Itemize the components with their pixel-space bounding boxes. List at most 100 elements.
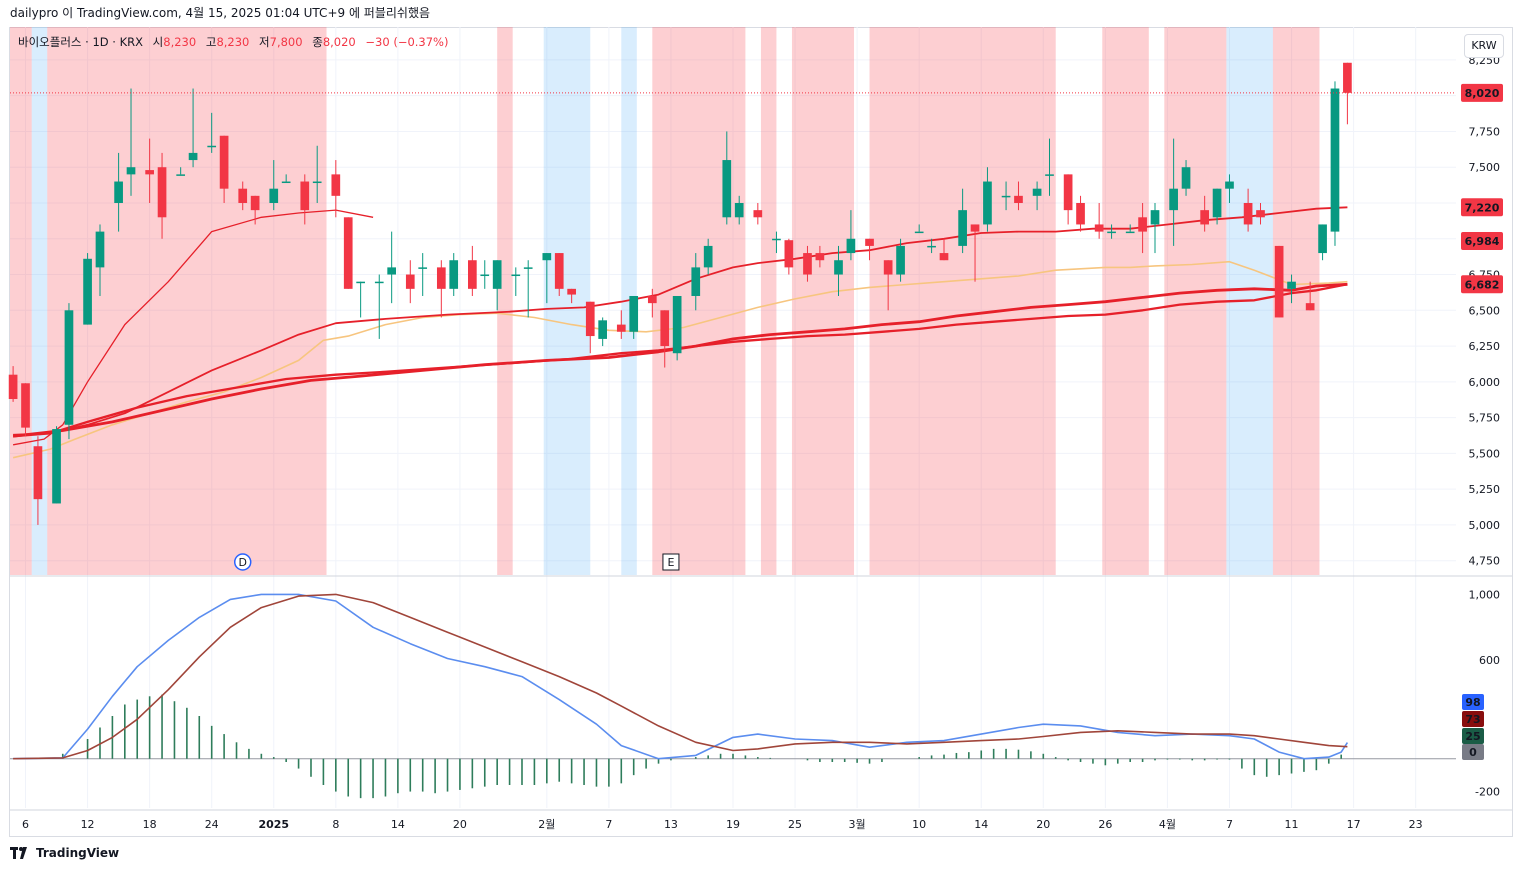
price-labels: 8,020 7,220 6,984 6,682 (1461, 83, 1503, 294)
macd-value-box (1462, 728, 1484, 744)
ma-orange-line (12, 260, 1348, 459)
price-tick-label: 5,250 (1469, 483, 1501, 496)
candle-body (703, 245, 713, 268)
tradingview-logo-icon (10, 847, 27, 859)
dividend-marker-label: D (238, 556, 246, 569)
time-tick-label: 14 (974, 818, 988, 831)
candle-body (492, 260, 502, 289)
candle-body (585, 301, 595, 337)
candle-body (983, 181, 992, 225)
macd-line (13, 593, 1349, 760)
candle-body (480, 274, 490, 277)
macd-value-box (1462, 694, 1484, 710)
time-tick-label: 2월 (538, 818, 555, 831)
candle-body (126, 167, 136, 175)
candle-body (238, 188, 248, 203)
candle-body (883, 260, 893, 275)
candle-body (64, 310, 74, 425)
time-tick-label: 8 (332, 818, 339, 831)
signal-band (10, 27, 32, 575)
candle-layer (8, 62, 1352, 525)
macd-tick-label: -200 (1475, 786, 1500, 799)
currency-button[interactable]: KRW (1464, 34, 1504, 58)
time-tick-label: 26 (1098, 818, 1112, 831)
price-label-box (1461, 275, 1503, 294)
candle-body (803, 253, 812, 275)
candle-body (1169, 188, 1178, 211)
high-label: 고 (205, 35, 217, 49)
low-value: 7,800 (269, 35, 303, 49)
signal-line (13, 593, 1348, 760)
candle-body (33, 446, 43, 500)
candle-body (300, 181, 310, 211)
time-tick-label: 12 (81, 818, 95, 831)
candle-body (157, 167, 167, 218)
candle-body (176, 174, 186, 176)
candle-body (343, 217, 353, 289)
time-tick-label: 3월 (849, 818, 866, 831)
change-value: −30 (−0.37%) (365, 35, 449, 49)
macd-tick-label: 1,000 (1469, 588, 1501, 601)
symbol-legend[interactable]: 바이오플러스 · 1D · KRX 시8,230 고8,230 저7,800 종… (18, 34, 448, 50)
candle-body (52, 429, 61, 504)
price-label-box (1461, 83, 1503, 102)
candle-body (1274, 245, 1284, 318)
high-value: 8,230 (216, 35, 250, 49)
candle-body (834, 260, 843, 275)
candle-body (188, 152, 198, 161)
candle-body (374, 281, 384, 284)
time-tick-label: 2025 (258, 818, 289, 831)
candle-body (939, 253, 949, 261)
signal-band (869, 27, 1056, 575)
macd-value-text: 98 (1465, 696, 1480, 709)
candle-body (734, 202, 744, 218)
time-tick-label: 17 (1347, 818, 1361, 831)
candle-body (1225, 181, 1234, 189)
footer-brand[interactable]: TradingView (10, 846, 119, 860)
candle-body (554, 253, 564, 289)
macd-tick-label: 600 (1479, 654, 1500, 667)
macd-pane (10, 593, 1456, 799)
ma-line-4 (12, 282, 1348, 438)
candle-body (1001, 195, 1011, 198)
candle-body (598, 320, 608, 339)
candle-body (1014, 195, 1023, 203)
macd-value-box (1462, 744, 1484, 760)
time-tick-label: 4월 (1159, 818, 1176, 831)
candle-body (145, 170, 154, 175)
candle-body (542, 253, 552, 261)
price-tick-label: 5,750 (1469, 412, 1501, 425)
candle-body (1256, 210, 1265, 218)
candle-body (1094, 224, 1104, 232)
price-label-text: 7,220 (1465, 201, 1500, 214)
price-label-text: 6,682 (1465, 278, 1500, 291)
candle-body (914, 231, 924, 234)
candle-body (784, 240, 794, 268)
candle-body (815, 253, 825, 261)
signal-band (497, 27, 513, 575)
candle-body (207, 145, 217, 148)
macd-axis: -200 600 1,000 98 73 25 0 (1462, 588, 1501, 799)
price-label-text: 8,020 (1465, 87, 1500, 100)
macd-value-text: 0 (1469, 746, 1477, 759)
price-tick-label: 6,000 (1469, 376, 1501, 389)
candle-body (114, 181, 123, 203)
candle-body (468, 260, 477, 289)
candle-body (772, 238, 781, 241)
time-tick-label: 6 (22, 818, 29, 831)
close-label: 종 (312, 35, 323, 49)
candle-body (672, 295, 682, 354)
candle-body (1076, 202, 1085, 225)
signal-band (791, 27, 855, 575)
price-label-box (1461, 232, 1503, 251)
candle-body (722, 160, 732, 218)
candle-body (660, 310, 670, 347)
candle-body (250, 195, 260, 211)
low-label: 저 (259, 35, 270, 49)
candle-body (647, 295, 657, 304)
candle-body (356, 281, 365, 284)
candle-body (1200, 210, 1210, 225)
candle-body (865, 238, 874, 246)
time-tick-label: 14 (391, 818, 405, 831)
